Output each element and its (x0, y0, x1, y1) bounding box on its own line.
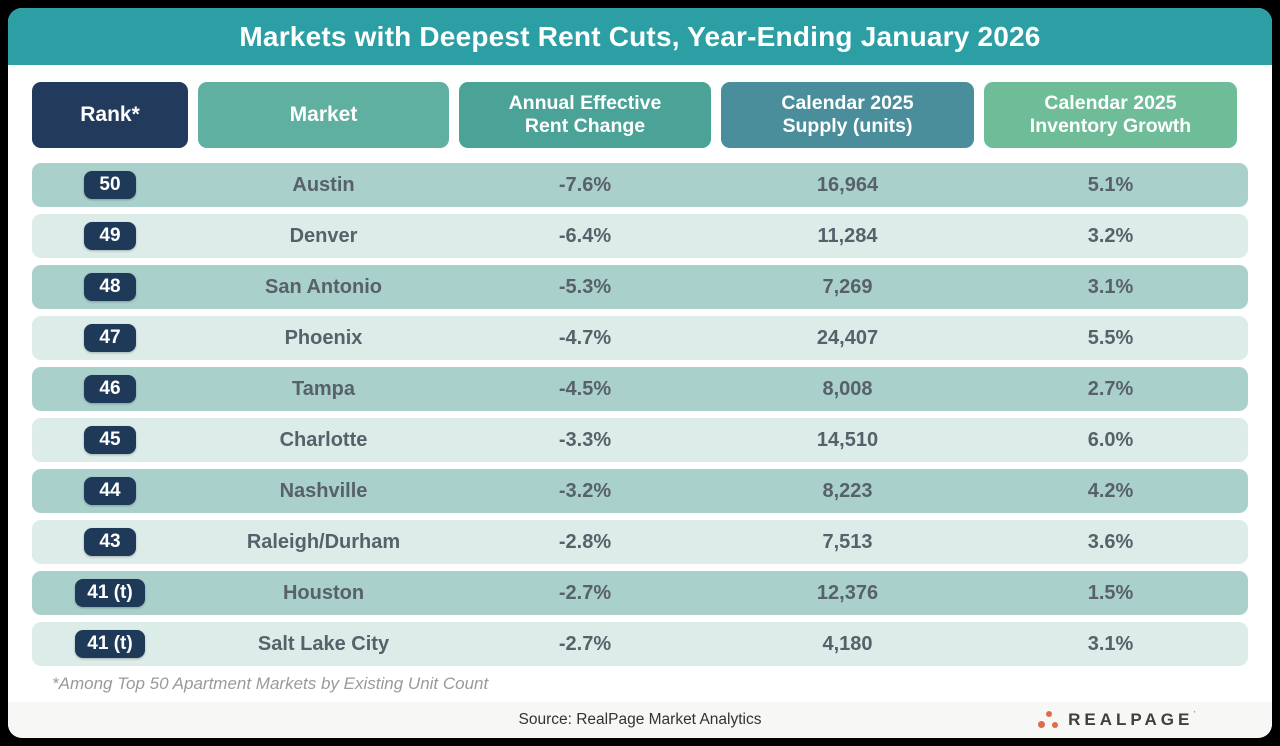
rank-cell: 44 (32, 477, 188, 505)
rank-cell: 48 (32, 273, 188, 301)
infographic-card: Markets with Deepest Rent Cuts, Year-End… (8, 8, 1272, 738)
table-row: 43 Raleigh/Durham -2.8% 7,513 3.6% (32, 520, 1248, 564)
table-content: Rank* Market Annual Effective Rent Chang… (8, 65, 1272, 666)
supply-cell: 8,008 (822, 377, 873, 400)
rank-badge: 49 (84, 222, 136, 250)
rent-change-cell: -5.3% (558, 275, 612, 298)
rank-badge: 44 (84, 477, 136, 505)
column-header-supply: Calendar 2025 Supply (units) (721, 82, 974, 148)
rank-cell: 43 (32, 528, 188, 556)
realpage-dots-icon (1038, 710, 1060, 730)
column-header-rent-change: Annual Effective Rent Change (459, 82, 711, 148)
footer-bar: Source: RealPage Market Analytics REALPA… (8, 702, 1272, 738)
rent-change-cell: -3.3% (558, 428, 612, 451)
supply-cell: 7,513 (822, 530, 873, 553)
rank-cell: 45 (32, 426, 188, 454)
rank-cell: 41 (t) (32, 579, 188, 607)
market-cell: Tampa (292, 377, 355, 400)
supply-cell: 14,510 (816, 428, 879, 451)
supply-cell: 12,376 (816, 581, 879, 604)
table-row: 49 Denver -6.4% 11,284 3.2% (32, 214, 1248, 258)
table-row: 50 Austin -7.6% 16,964 5.1% (32, 163, 1248, 207)
footnote: *Among Top 50 Apartment Markets by Exist… (52, 674, 489, 693)
rank-badge: 46 (84, 375, 136, 403)
supply-cell: 4,180 (822, 632, 873, 655)
source-text: Source: RealPage Market Analytics (518, 711, 762, 728)
rank-badge: 45 (84, 426, 136, 454)
rank-badge: 50 (84, 171, 136, 199)
inventory-growth-cell: 2.7% (1087, 377, 1134, 400)
market-cell: Raleigh/Durham (246, 530, 401, 553)
page-title: Markets with Deepest Rent Cuts, Year-End… (239, 20, 1041, 52)
supply-cell: 8,223 (822, 479, 873, 502)
realpage-logo: REALPAGEʾ (1038, 710, 1200, 730)
market-cell: San Antonio (264, 275, 383, 298)
supply-cell: 24,407 (816, 326, 879, 349)
rent-change-cell: -4.7% (558, 326, 612, 349)
rent-change-cell: -4.5% (558, 377, 612, 400)
column-header-inventory-growth: Calendar 2025 Inventory Growth (984, 82, 1237, 148)
market-cell: Nashville (279, 479, 368, 502)
market-cell: Salt Lake City (257, 632, 390, 655)
inventory-growth-cell: 6.0% (1087, 428, 1134, 451)
inventory-growth-cell: 3.1% (1087, 275, 1134, 298)
inventory-growth-cell: 1.5% (1087, 581, 1134, 604)
market-cell: Denver (289, 224, 358, 247)
rent-change-cell: -3.2% (558, 479, 612, 502)
inventory-growth-cell: 3.2% (1087, 224, 1134, 247)
supply-cell: 16,964 (816, 173, 879, 196)
rank-badge: 47 (84, 324, 136, 352)
table-row: 46 Tampa -4.5% 8,008 2.7% (32, 367, 1248, 411)
rank-cell: 49 (32, 222, 188, 250)
realpage-logo-text: REALPAGEʾ (1068, 710, 1200, 729)
table-row: 48 San Antonio -5.3% 7,269 3.1% (32, 265, 1248, 309)
table-header-row: Rank* Market Annual Effective Rent Chang… (32, 82, 1248, 148)
rank-cell: 41 (t) (32, 630, 188, 658)
market-cell: Austin (292, 173, 355, 196)
inventory-growth-cell: 3.1% (1087, 632, 1134, 655)
table-row: 47 Phoenix -4.7% 24,407 5.5% (32, 316, 1248, 360)
rent-change-cell: -2.8% (558, 530, 612, 553)
inventory-growth-cell: 5.5% (1087, 326, 1134, 349)
table-row: 41 (t) Salt Lake City -2.7% 4,180 3.1% (32, 622, 1248, 666)
rank-badge: 48 (84, 273, 136, 301)
table-row: 45 Charlotte -3.3% 14,510 6.0% (32, 418, 1248, 462)
rank-badge: 41 (t) (75, 579, 145, 607)
rent-change-cell: -2.7% (558, 632, 612, 655)
rank-cell: 46 (32, 375, 188, 403)
market-cell: Phoenix (284, 326, 363, 349)
market-cell: Charlotte (279, 428, 368, 451)
supply-cell: 11,284 (817, 224, 878, 247)
rent-change-cell: -2.7% (558, 581, 612, 604)
table-row: 44 Nashville -3.2% 8,223 4.2% (32, 469, 1248, 513)
column-header-market: Market (198, 82, 449, 148)
rent-change-cell: -7.6% (558, 173, 612, 196)
table-rows: 50 Austin -7.6% 16,964 5.1% 49 Denver -6.4% 11,2… (32, 163, 1248, 666)
market-cell: Houston (282, 581, 365, 604)
rank-badge: 43 (84, 528, 136, 556)
inventory-growth-cell: 4.2% (1087, 479, 1134, 502)
rank-cell: 50 (32, 171, 188, 199)
column-header-rank: Rank* (32, 82, 188, 148)
table-row: 41 (t) Houston -2.7% 12,376 1.5% (32, 571, 1248, 615)
inventory-growth-cell: 3.6% (1087, 530, 1134, 553)
title-bar: Markets with Deepest Rent Cuts, Year-End… (8, 8, 1272, 65)
rank-cell: 47 (32, 324, 188, 352)
supply-cell: 7,269 (822, 275, 873, 298)
rent-change-cell: -6.4% (558, 224, 612, 247)
inventory-growth-cell: 5.1% (1087, 173, 1134, 196)
rank-badge: 41 (t) (75, 630, 145, 658)
